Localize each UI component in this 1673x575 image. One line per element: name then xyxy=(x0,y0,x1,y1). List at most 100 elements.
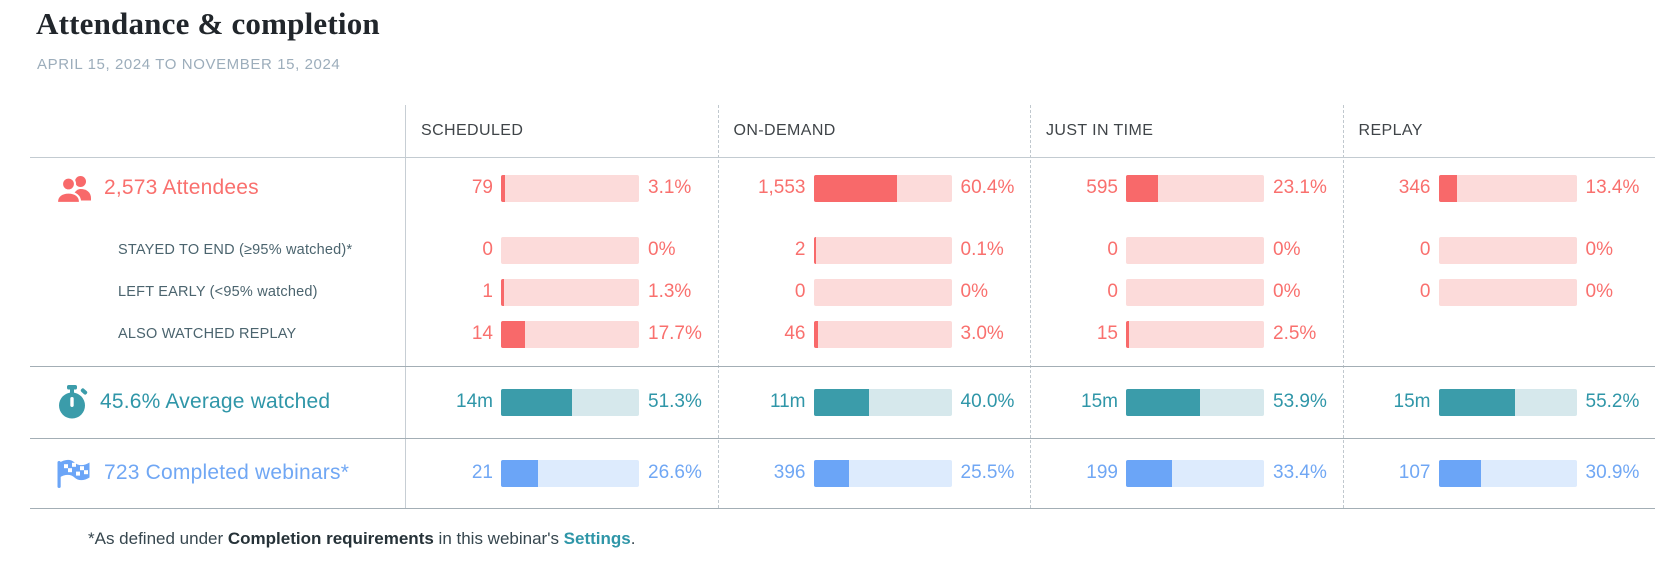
metric-cell-scheduled: 79 3.1% xyxy=(405,174,718,202)
cell-count: 11m xyxy=(769,391,806,412)
cell-bar-fill xyxy=(501,320,526,348)
metrics-table: SCHEDULED ON-DEMAND JUST IN TIME REPLAY xyxy=(30,105,1655,509)
metric-cell-just-in-time: 0 0% xyxy=(1030,236,1343,264)
cell-percent: 51.3% xyxy=(648,391,702,412)
cell-count: 0 xyxy=(482,239,493,260)
column-divider-solid xyxy=(405,105,406,508)
page-title: Attendance & completion xyxy=(36,6,380,41)
cell-percent: 53.9% xyxy=(1273,391,1327,412)
cell-bar-fill xyxy=(1126,320,1130,348)
cell-bar-fill xyxy=(1126,388,1201,416)
cell-count: 0 xyxy=(794,281,806,302)
cell-bar xyxy=(501,320,639,348)
cell-bar-fill xyxy=(813,174,897,202)
metric-cell-scheduled: 14m 51.3% xyxy=(405,388,718,416)
cell-bar xyxy=(813,459,952,487)
cell-percent: 0% xyxy=(1585,281,1613,302)
cell-bar-fill xyxy=(1438,459,1482,487)
cell-count: 79 xyxy=(471,177,493,198)
cell-bar-fill xyxy=(1126,459,1173,487)
cell-bar-fill xyxy=(501,459,538,487)
people-icon xyxy=(56,176,91,203)
settings-link[interactable]: Settings xyxy=(563,529,631,548)
cell-percent: 0.1% xyxy=(960,239,1004,260)
cell-bar xyxy=(501,388,639,416)
attendees-label-cell: 2,573 Attendees xyxy=(30,173,405,203)
column-divider-dashed xyxy=(718,105,719,508)
cell-percent: 40.0% xyxy=(960,391,1015,412)
attendees-subrows: STAYED TO END (≥95% watched)* 0 0% 2 0.1% 0 0%… xyxy=(30,229,1655,355)
metric-cell-just-in-time: 0 0% xyxy=(1030,278,1343,306)
average-watched-row: 45.6% Average watched 14m 51.3% 11m 40.0% 15… xyxy=(30,366,1655,438)
subrow-label: STAYED TO END (≥95% watched)* xyxy=(118,242,353,258)
subrow-label-cell: STAYED TO END (≥95% watched)* xyxy=(30,242,405,258)
cell-bar xyxy=(1126,388,1264,416)
cell-bar-fill xyxy=(813,236,816,264)
metric-cell-on-demand: 2 0.1% xyxy=(718,236,1031,264)
attendees-row: 2,573 Attendees 79 3.1% 1,553 60.4% 595 23.1%… xyxy=(30,157,1655,219)
cell-percent: 26.6% xyxy=(648,462,702,483)
subrow-label-cell: LEFT EARLY (<95% watched) xyxy=(30,284,405,300)
metric-cell-on-demand: 46 3.0% xyxy=(718,320,1031,348)
date-range: APRIL 15, 2024 TO NOVEMBER 15, 2024 xyxy=(37,56,341,73)
column-divider-dashed xyxy=(1030,105,1031,508)
cell-percent: 0% xyxy=(1273,281,1301,302)
cell-count: 0 xyxy=(1107,239,1118,260)
cell-count: 15m xyxy=(1393,391,1431,412)
cell-percent: 33.4% xyxy=(1273,462,1327,483)
cell-bar xyxy=(501,174,639,202)
metric-cell-scheduled: 0 0% xyxy=(405,236,718,264)
metric-cell-on-demand: 0 0% xyxy=(718,278,1031,306)
cell-bar-fill xyxy=(501,388,572,416)
subrow-2: ALSO WATCHED REPLAY 14 17.7% 46 3.0% 15 2.5% xyxy=(30,313,1655,355)
cell-count: 15 xyxy=(1096,323,1118,344)
cell-bar xyxy=(1438,388,1577,416)
attendees-section: 2,573 Attendees 79 3.1% 1,553 60.4% 595 23.1%… xyxy=(30,157,1655,355)
cell-percent: 0% xyxy=(960,281,988,302)
cell-bar xyxy=(1126,278,1264,306)
cell-bar xyxy=(1438,236,1577,264)
cell-percent: 13.4% xyxy=(1585,177,1640,198)
metric-cell-replay: 0 0% xyxy=(1343,236,1656,264)
finish-flag-icon xyxy=(57,459,90,488)
cell-bar xyxy=(501,278,639,306)
cell-bar xyxy=(1126,320,1264,348)
cell-bar xyxy=(1126,174,1264,202)
cell-bar xyxy=(501,459,639,487)
cell-bar-fill xyxy=(501,174,506,202)
metric-cell-just-in-time: 15m 53.9% xyxy=(1030,388,1343,416)
cell-bar-fill xyxy=(1438,388,1515,416)
cell-bar-fill xyxy=(813,459,849,487)
metric-cell-replay: 346 13.4% xyxy=(1343,174,1656,202)
cell-percent: 23.1% xyxy=(1273,177,1327,198)
cell-count: 14m xyxy=(456,391,493,412)
subrow-label: ALSO WATCHED REPLAY xyxy=(118,326,297,342)
cell-bar xyxy=(813,174,952,202)
cell-count: 21 xyxy=(471,462,493,483)
subrow-label: LEFT EARLY (<95% watched) xyxy=(118,284,318,300)
cell-count: 0 xyxy=(1107,281,1118,302)
cell-percent: 17.7% xyxy=(648,323,702,344)
cell-count: 15m xyxy=(1081,391,1118,412)
cell-bar xyxy=(1438,278,1577,306)
cell-bar xyxy=(1438,459,1577,487)
cell-count: 14 xyxy=(471,323,493,344)
cell-percent: 3.1% xyxy=(648,177,692,198)
cell-percent: 55.2% xyxy=(1585,391,1640,412)
cell-count: 346 xyxy=(1398,177,1431,198)
cell-bar-fill xyxy=(813,388,869,416)
row-divider xyxy=(30,366,1655,367)
cell-percent: 0% xyxy=(1273,239,1301,260)
cell-percent: 2.5% xyxy=(1273,323,1317,344)
cell-bar-fill xyxy=(1438,174,1457,202)
subrow-label-cell: ALSO WATCHED REPLAY xyxy=(30,326,405,342)
table-bottom-border xyxy=(30,508,1655,509)
metric-cell-just-in-time: 15 2.5% xyxy=(1030,320,1343,348)
metric-cell-scheduled: 1 1.3% xyxy=(405,278,718,306)
metric-cell-replay: 15m 55.2% xyxy=(1343,388,1656,416)
cell-percent: 3.0% xyxy=(960,323,1004,344)
column-header-just-in-time: JUST IN TIME xyxy=(1046,122,1154,139)
metric-cell-scheduled: 14 17.7% xyxy=(405,320,718,348)
completed-webinars-label-cell: 723 Completed webinars* xyxy=(30,458,405,488)
